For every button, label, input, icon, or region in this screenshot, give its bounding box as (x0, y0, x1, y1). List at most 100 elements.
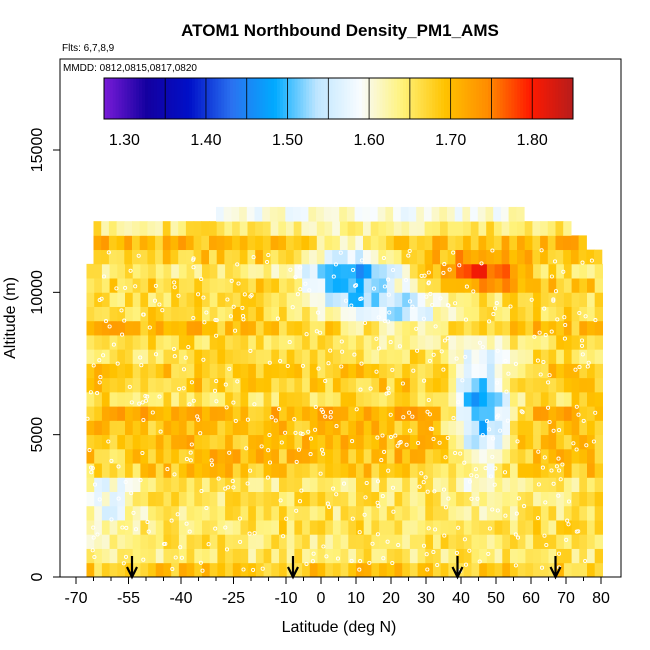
field-cell (440, 434, 449, 450)
field-cell (370, 249, 379, 265)
track-marker (129, 491, 134, 496)
track-marker (477, 340, 482, 345)
field-cell (402, 520, 411, 535)
field-cell (224, 249, 233, 265)
field-cell (409, 534, 419, 549)
field-cell (317, 420, 326, 436)
track-marker (519, 409, 524, 414)
track-marker (515, 535, 521, 540)
field-cell (448, 320, 457, 336)
field-cell (255, 448, 265, 464)
field-cell (155, 477, 165, 492)
field-cell (363, 335, 372, 350)
field-cell (224, 235, 233, 251)
field-cell (279, 406, 288, 421)
field-cell (101, 420, 111, 436)
field-cell (471, 263, 480, 279)
field-cell (556, 306, 565, 322)
field-cell (125, 335, 134, 350)
colorbar-segment (517, 78, 521, 119)
field-cell (479, 548, 488, 564)
track-marker (442, 262, 447, 267)
field-cell (286, 520, 295, 535)
field-cell (417, 292, 426, 307)
field-cell (548, 491, 557, 507)
field-cell (456, 505, 465, 521)
field-cell (317, 391, 326, 407)
field-cell (409, 292, 419, 307)
track-marker (376, 504, 381, 509)
track-marker (307, 288, 312, 293)
colorbar-segment (282, 78, 287, 119)
field-cell (286, 548, 295, 564)
track-marker (181, 367, 187, 372)
track-marker (422, 273, 427, 278)
field-cell (271, 448, 280, 464)
field-cell (271, 349, 280, 364)
field-cell (155, 377, 165, 393)
field-cell (448, 548, 457, 564)
field-cell (502, 562, 511, 577)
field-cell (339, 235, 349, 251)
field-cell (240, 391, 249, 407)
field-cell (471, 520, 480, 535)
colorbar-segment (174, 78, 178, 119)
field-cell (517, 391, 526, 407)
field-cell (332, 520, 342, 535)
field-cell (479, 520, 488, 535)
track-marker (577, 364, 582, 370)
field-cell (201, 221, 210, 236)
track-marker (169, 518, 174, 523)
track-marker (251, 567, 256, 572)
field-cell (348, 548, 357, 564)
field-cell (225, 505, 234, 521)
track-marker (513, 563, 518, 568)
field-cell (448, 534, 457, 549)
field-cell (594, 562, 603, 577)
field-cell (402, 278, 411, 293)
field-cell (148, 292, 157, 307)
field-cell (132, 249, 141, 265)
track-marker (97, 358, 102, 363)
field-cell (587, 278, 596, 293)
field-cell (417, 463, 426, 478)
field-cell (108, 221, 118, 236)
track-marker (456, 400, 461, 405)
field-cell (586, 249, 595, 265)
colorbar-segment (435, 78, 439, 119)
field-cell (540, 406, 550, 421)
track-marker (561, 269, 566, 274)
field-cell (186, 320, 195, 336)
field-cell (371, 320, 380, 336)
field-cell (332, 221, 341, 236)
field-cell (563, 448, 573, 464)
track-marker (502, 470, 508, 475)
field-cell (579, 562, 588, 577)
field-cell (248, 420, 257, 436)
field-cell (571, 320, 580, 336)
field-cell (140, 349, 149, 364)
track-marker (540, 465, 545, 470)
field-cell (433, 320, 442, 336)
track-marker (426, 526, 431, 531)
field-cell (578, 235, 587, 251)
track-marker (324, 554, 329, 559)
field-cell (587, 434, 596, 450)
field-cell (540, 548, 550, 564)
field-cell (271, 477, 280, 492)
field-cell (132, 377, 141, 393)
field-row (86, 377, 603, 393)
track-marker (209, 458, 214, 463)
field-cell (348, 562, 357, 577)
field-row (86, 363, 603, 379)
track-marker (407, 410, 412, 415)
field-cell (494, 406, 503, 421)
field-cell (417, 263, 426, 279)
field-cell (425, 520, 434, 535)
field-cell (417, 548, 426, 564)
field-cell (148, 377, 157, 393)
field-cell (510, 562, 519, 577)
field-cell (263, 391, 272, 407)
field-cell (309, 278, 319, 293)
field-cell (162, 221, 172, 236)
